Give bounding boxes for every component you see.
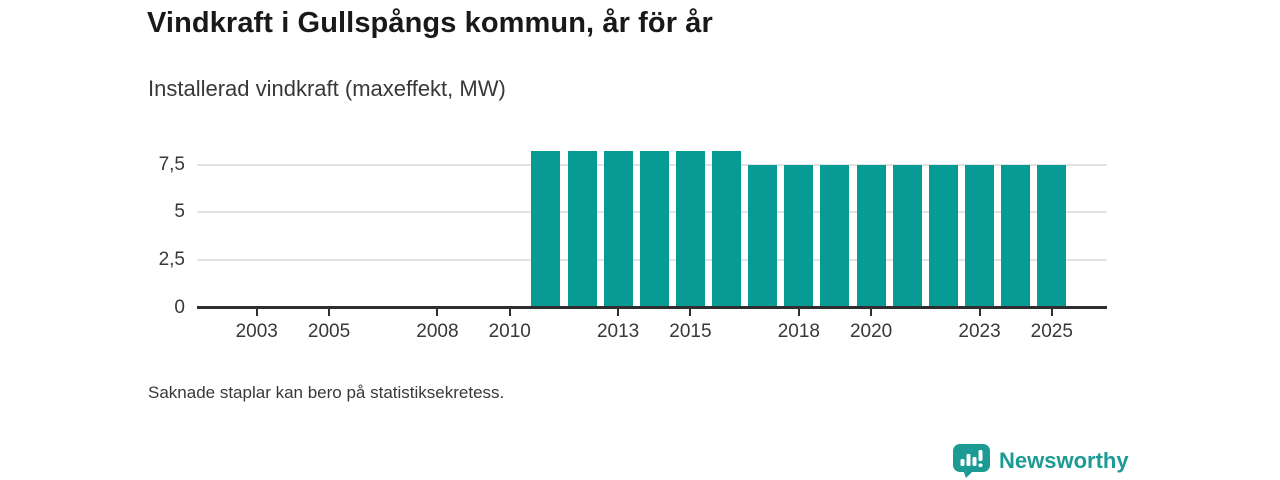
x-axis-tick-2003 [255,309,258,316]
x-axis-tick-2023 [978,309,981,316]
y-axis-label: 5 [174,201,185,223]
bar-2018 [784,164,814,308]
bar-2015 [675,151,705,308]
x-axis-tick-2025 [1050,309,1053,316]
newsworthy-logo-text: Newsworthy [999,448,1129,473]
x-axis-line [197,306,1107,309]
x-axis-tick-2013 [617,309,620,316]
x-axis-label: 2020 [849,321,893,342]
x-axis-label: 2008 [416,321,459,342]
x-axis-tick-2015 [689,309,692,316]
bar-2012 [567,151,597,308]
x-axis-label: 2003 [235,321,278,342]
bar-2020 [856,164,886,308]
x-axis-label: 2018 [777,321,820,342]
y-axis-label: 0 [174,297,185,318]
bar-2011 [531,151,561,308]
chart-title: Vindkraft i Gullspångs kommun, år för år [147,7,713,39]
x-axis-label: 2015 [669,321,712,342]
x-axis-label: 2005 [307,321,351,342]
newsworthy-logo-icon [953,444,990,478]
bar-2017 [748,164,778,308]
bar-2019 [820,164,850,308]
x-axis-label: 2013 [596,321,640,342]
bar-2022 [928,164,958,308]
x-axis-tick-2020 [870,309,873,316]
bar-2014 [639,151,669,308]
y-axis-label: 2,5 [158,249,185,271]
chart-subtitle: Installerad vindkraft (maxeffekt, MW) [148,76,506,101]
footnote: Saknade staplar kan bero på statistiksek… [148,383,505,402]
y-axis-label: 7,5 [158,153,185,175]
x-axis-label: 2010 [488,321,531,342]
bar-2016 [712,151,742,308]
x-axis-tick-2018 [797,309,800,316]
bar-2024 [1001,164,1031,308]
bar-2023 [965,164,995,308]
bar-2013 [603,151,633,308]
x-axis-tick-2010 [508,309,511,316]
bar-2025 [1037,164,1067,308]
bar-2021 [892,164,922,308]
x-axis-tick-2005 [328,309,331,316]
x-axis-tick-2008 [436,309,439,316]
x-axis-label: 2025 [1030,321,1073,342]
newsworthy-logo: Newsworthy [953,444,1129,478]
x-axis-label: 2023 [958,321,1001,342]
